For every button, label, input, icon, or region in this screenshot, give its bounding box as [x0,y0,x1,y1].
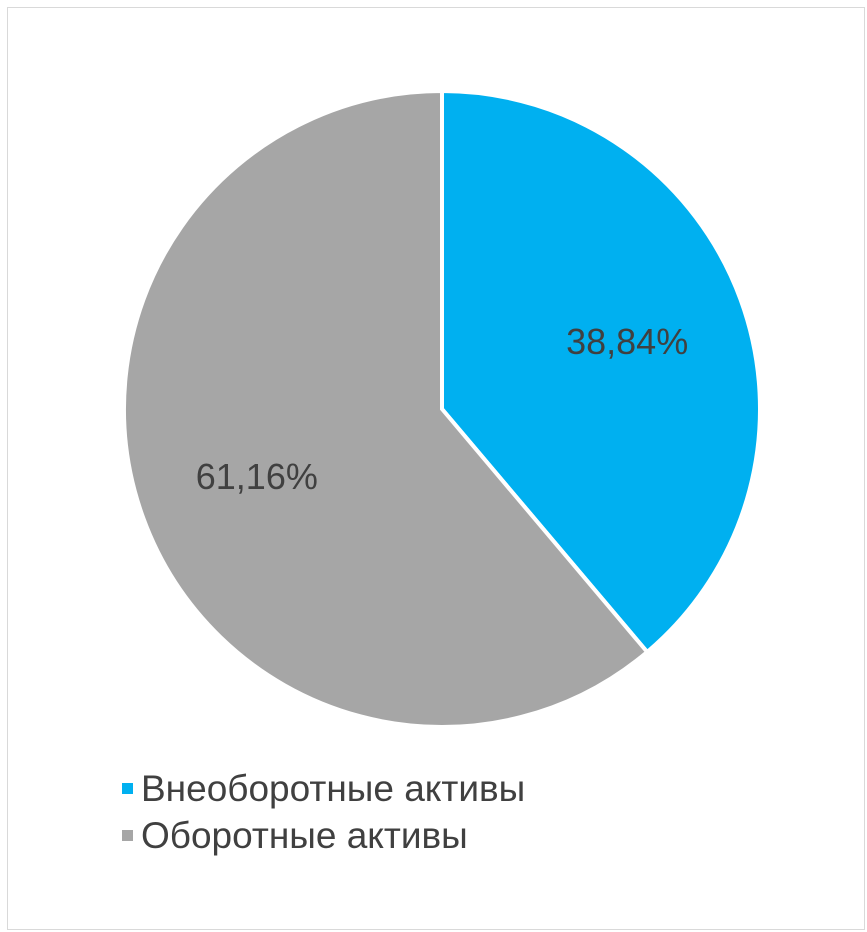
legend-swatch-current-assets [122,830,133,841]
data-label-non-current-assets: 38,84% [566,321,688,362]
data-label-current-assets: 61,16% [196,456,318,497]
legend-item-current-assets: Оборотные активы [122,812,525,859]
pie-data-labels: 38,84% 61,16% [196,321,688,497]
pie-slice-non-current-assets [440,88,762,655]
legend-swatch-non-current-assets [122,783,133,794]
chart-legend: Внеоборотные активы Оборотные активы [122,765,525,859]
legend-item-non-current-assets: Внеоборотные активы [122,765,525,812]
legend-label-non-current-assets: Внеоборотные активы [141,767,526,809]
legend-label-current-assets: Оборотные активы [141,814,468,856]
pie-slice-current-assets [122,88,650,729]
pie-slices [122,88,762,729]
